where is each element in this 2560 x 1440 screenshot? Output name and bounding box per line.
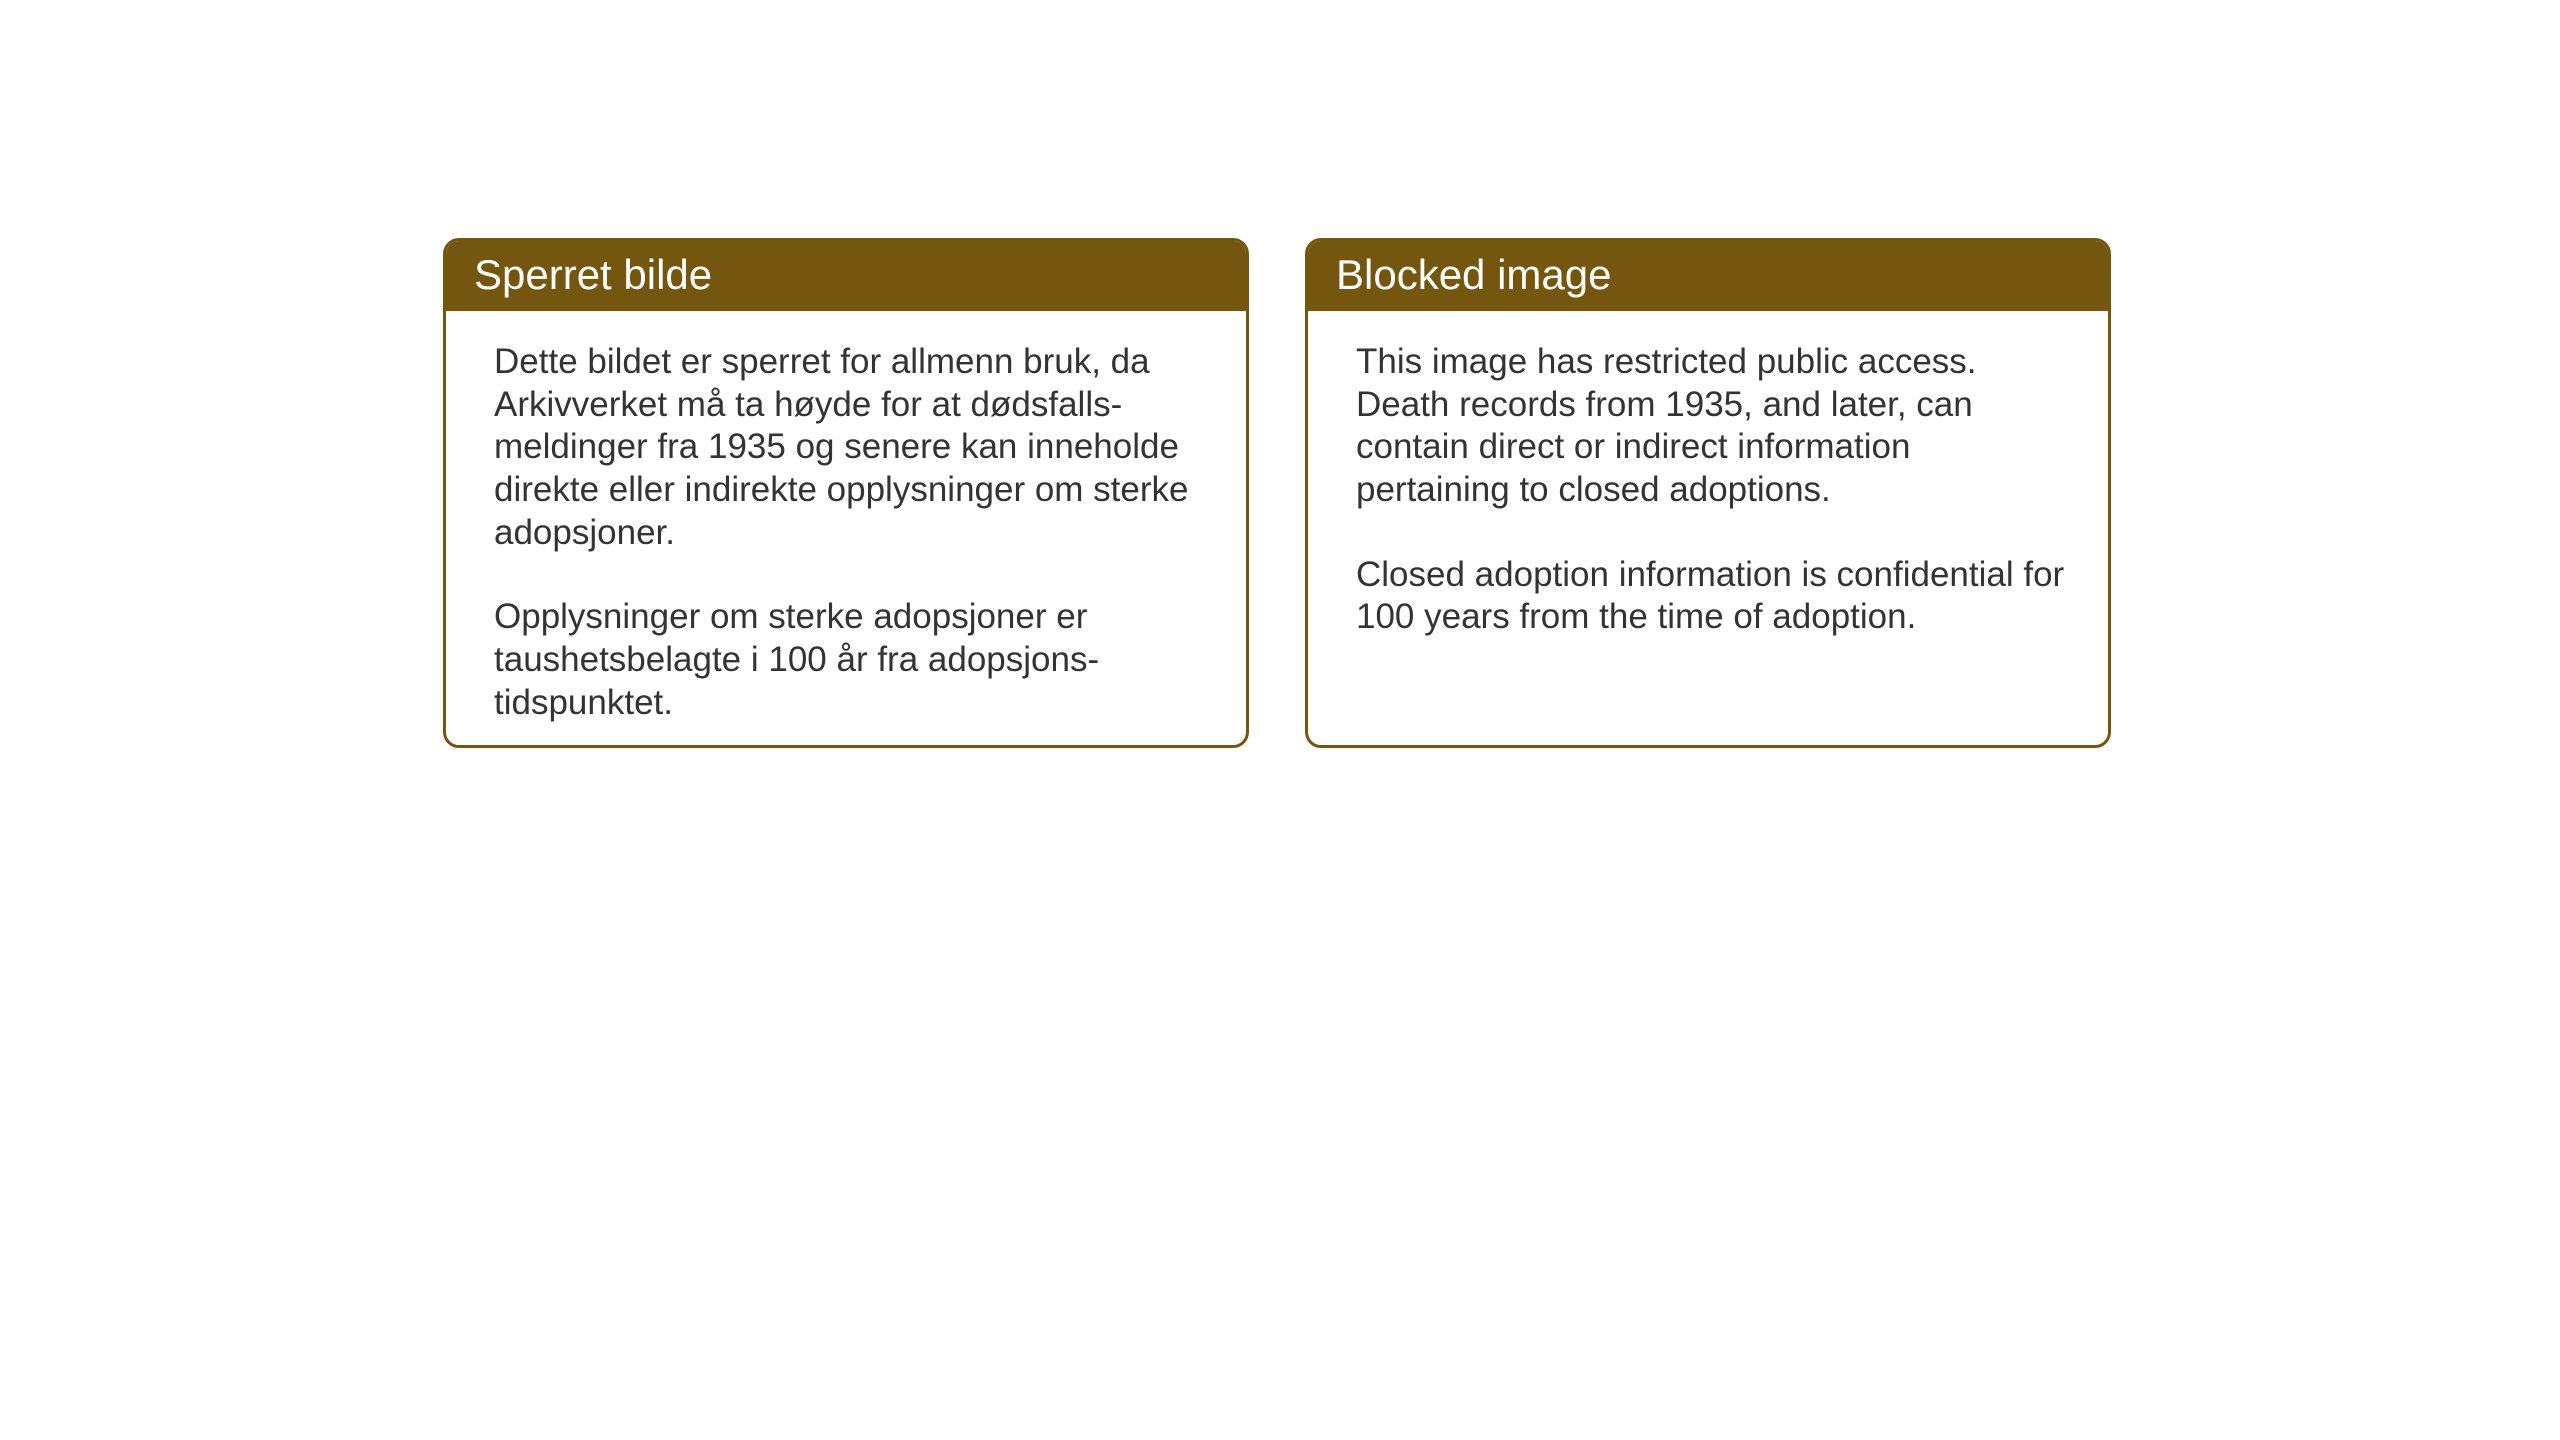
notice-box-norwegian: Sperret bilde Dette bildet er sperret fo… <box>443 238 1249 748</box>
notice-box-english: Blocked image This image has restricted … <box>1305 238 2111 748</box>
notice-paragraph-1-norwegian: Dette bildet er sperret for allmenn bruk… <box>494 341 1206 554</box>
notice-container: Sperret bilde Dette bildet er sperret fo… <box>443 238 2111 748</box>
notice-header-norwegian: Sperret bilde <box>446 241 1246 311</box>
notice-paragraph-2-english: Closed adoption information is confident… <box>1356 554 2068 639</box>
notice-paragraph-1-english: This image has restricted public access.… <box>1356 341 2068 512</box>
notice-title-norwegian: Sperret bilde <box>474 251 712 298</box>
notice-paragraph-2-norwegian: Opplysninger om sterke adopsjoner er tau… <box>494 596 1206 724</box>
notice-body-english: This image has restricted public access.… <box>1308 311 2108 669</box>
notice-title-english: Blocked image <box>1336 251 1611 298</box>
notice-body-norwegian: Dette bildet er sperret for allmenn bruk… <box>446 311 1246 748</box>
notice-header-english: Blocked image <box>1308 241 2108 311</box>
